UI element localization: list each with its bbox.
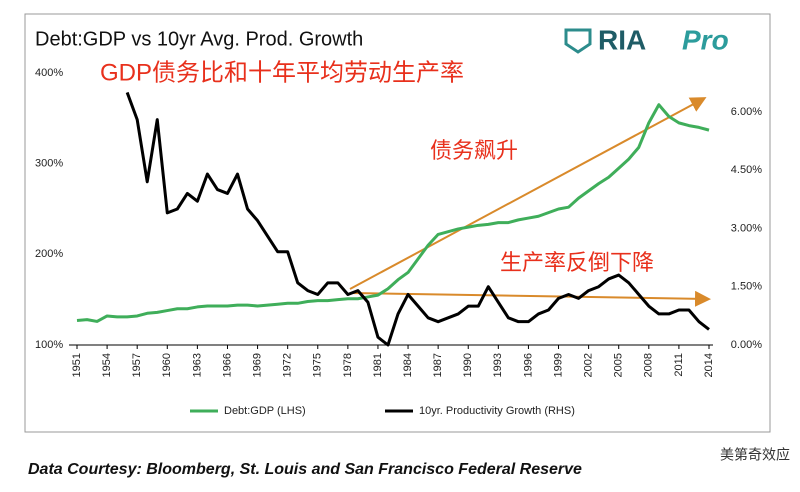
x-tick-label: 2005 [613, 353, 625, 377]
watermark: 美第奇效应 [720, 447, 790, 463]
y-tick-label: 300% [35, 158, 63, 170]
x-tick-label: 1963 [191, 353, 203, 377]
legend-label: 10yr. Productivity Growth (RHS) [419, 405, 575, 417]
series-line [125, 91, 710, 347]
y2-tick-label: 4.50% [731, 164, 762, 176]
y-tick-label: 400% [35, 67, 63, 79]
source: Data Courtesy: Bloomberg, St. Louis and … [28, 461, 582, 478]
y2-tick-label: 3.00% [731, 222, 762, 234]
x-tick-label: 1951 [71, 353, 83, 377]
y2-tick-label: 6.00% [731, 106, 762, 118]
chart-title: Debt:GDP vs 10yr Avg. Prod. Growth [35, 28, 363, 50]
x-tick-label: 1996 [522, 353, 534, 377]
annotation: 生产率反倒下降 [500, 250, 654, 275]
x-tick-label: 1957 [131, 353, 143, 377]
x-tick-label: 2011 [673, 353, 685, 377]
x-tick-label: 1966 [221, 353, 233, 377]
x-tick-label: 1978 [342, 353, 354, 377]
x-tick-label: 1960 [161, 353, 173, 377]
annotation: GDP债务比和十年平均劳动生产率 [100, 59, 464, 86]
y-tick-label: 100% [35, 339, 63, 351]
x-tick-label: 1987 [432, 353, 444, 377]
x-tick-label: 2014 [703, 353, 715, 377]
x-tick-label: 1999 [552, 353, 564, 377]
logo-icon [564, 28, 592, 54]
logo-suffix: Pro [682, 24, 729, 55]
y2-tick-label: 1.50% [731, 281, 762, 293]
x-tick-label: 1975 [312, 353, 324, 377]
x-tick-label: 1969 [251, 353, 263, 377]
x-tick-label: 1984 [402, 353, 414, 377]
chart-frame [24, 13, 771, 433]
logo-name: RIA [598, 24, 646, 55]
x-tick-label: 1972 [282, 353, 294, 377]
x-tick-label: 1981 [372, 353, 384, 377]
x-tick-label: 1990 [462, 353, 474, 377]
logo: RIA Pro [564, 24, 729, 55]
x-tick-label: 1993 [492, 353, 504, 377]
legend-label: Debt:GDP (LHS) [224, 405, 306, 417]
x-tick-label: 2008 [643, 353, 655, 377]
y2-tick-label: 0.00% [731, 339, 762, 351]
y-tick-label: 200% [35, 248, 63, 260]
x-tick-label: 2002 [583, 353, 595, 377]
x-tick-label: 1954 [101, 353, 113, 377]
series-line [76, 103, 710, 323]
annotation: 债务飙升 [430, 138, 518, 163]
